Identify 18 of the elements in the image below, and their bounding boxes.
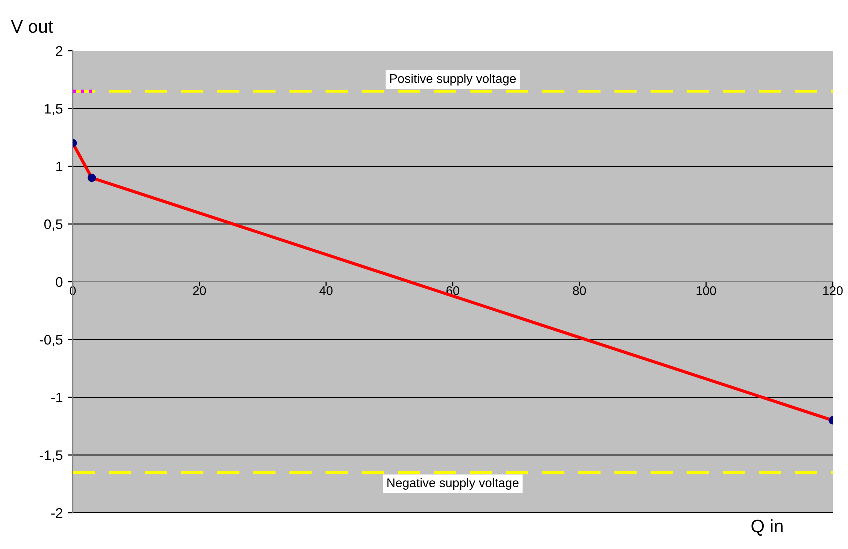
x-axis-title: Q in	[752, 519, 783, 536]
y-tick-label: 0	[56, 277, 63, 288]
ref-line-label: Positive supply voltage	[390, 74, 516, 86]
y-tick-label: 1,5	[45, 104, 63, 116]
y-tick-label: 2	[56, 46, 63, 56]
y-tick-label: -0,5	[40, 335, 63, 347]
y-tick-label: 0,5	[44, 220, 63, 232]
y-tick-label: -2	[52, 508, 63, 518]
y-tick-label: -1,5	[40, 450, 63, 462]
x-tick-label: 120	[824, 286, 843, 296]
x-tick-label: 80	[573, 286, 586, 296]
ref-line-label: Negative supply voltage	[388, 478, 519, 490]
x-tick-label: 100	[696, 286, 716, 296]
y-tick-label: -1	[52, 392, 63, 403]
y-axis-title: V out	[11, 20, 54, 34]
x-tick-label: 40	[320, 286, 333, 296]
y-tick-label: 1	[56, 162, 63, 172]
x-tick-label: 20	[193, 286, 206, 296]
